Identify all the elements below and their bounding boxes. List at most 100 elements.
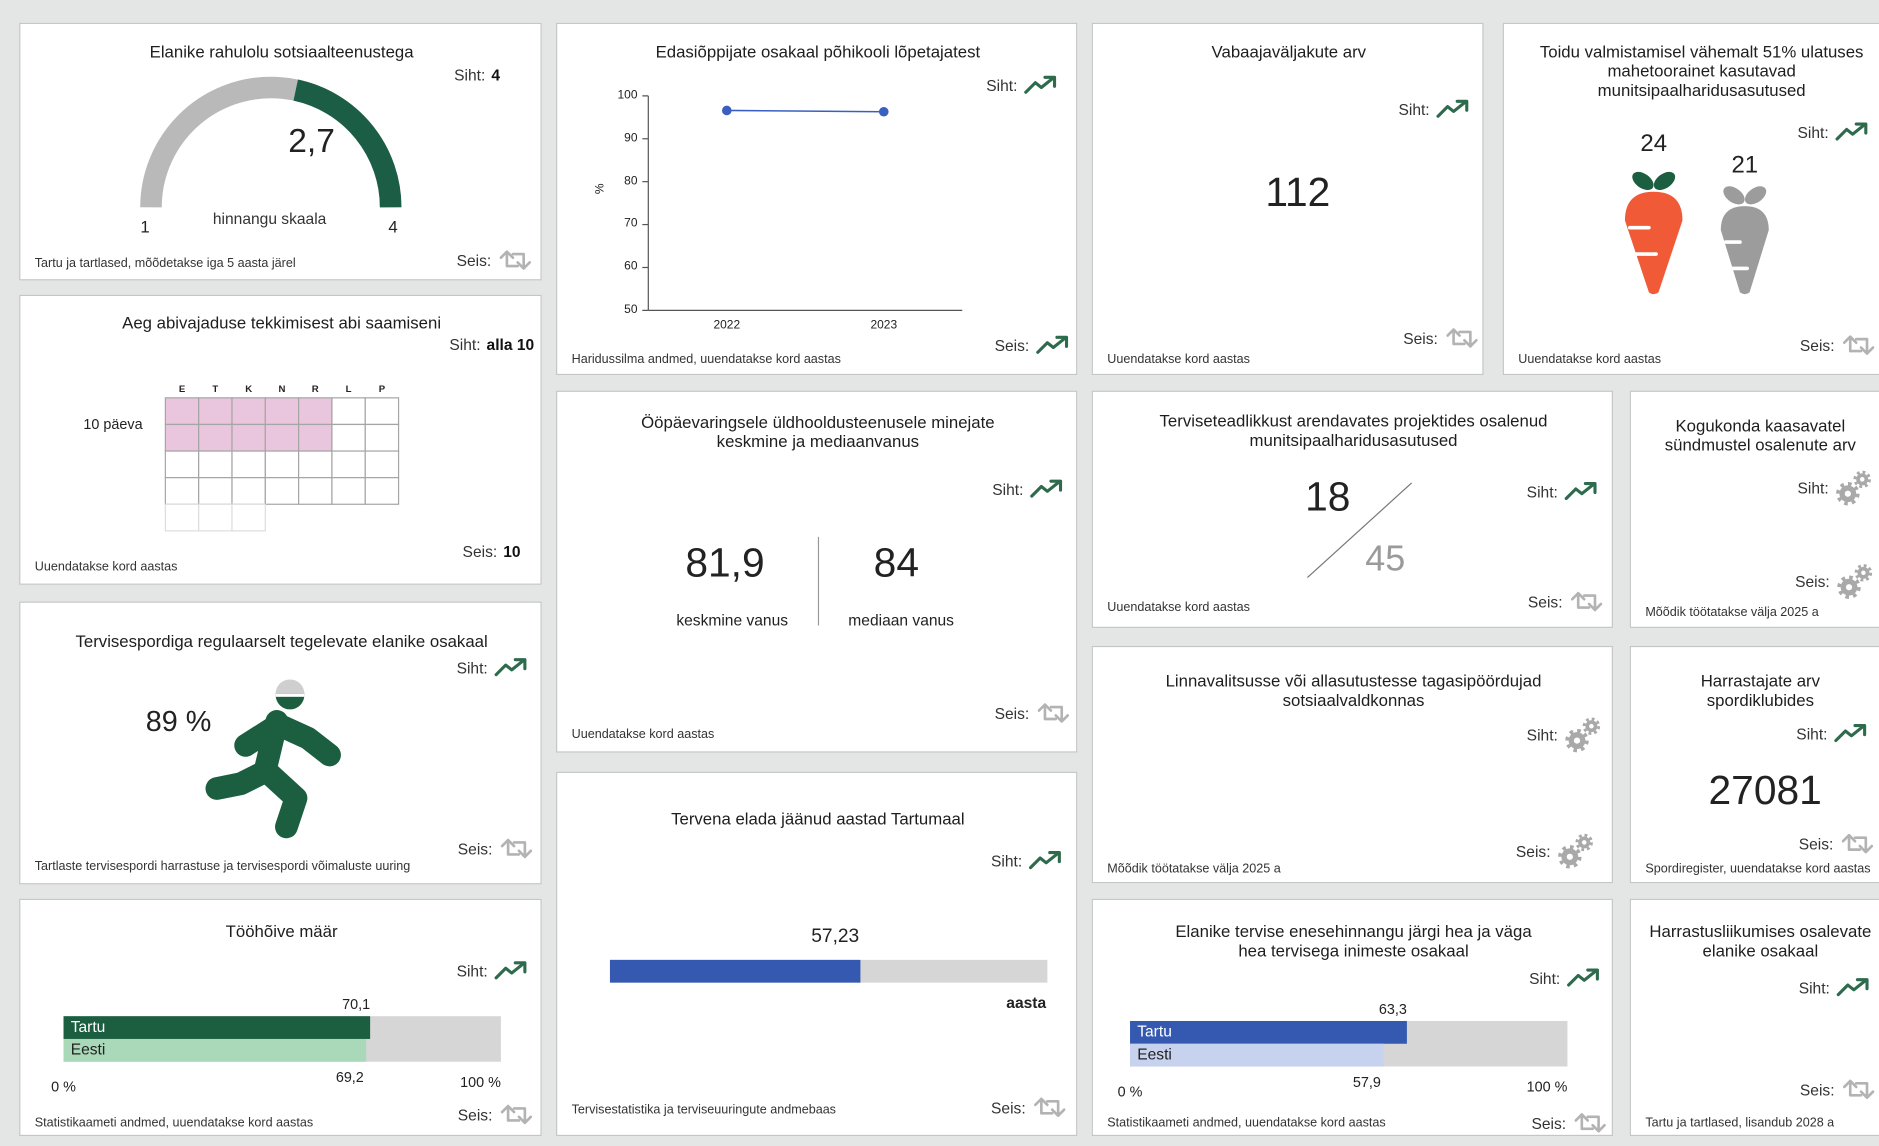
icon-part [1842, 335, 1863, 353]
label: Seis: [457, 839, 493, 858]
target: Siht: [992, 477, 1065, 501]
card-title: Kogukonda kaasavatel sündmustel osalenut… [1664, 415, 1856, 455]
label: Seis: [456, 251, 492, 270]
carrot-value: 21 [1731, 152, 1759, 179]
icon-up [1035, 334, 1071, 356]
icon-part [1570, 591, 1603, 612]
status: Seis: [458, 836, 535, 860]
card: Terviseteadlikkust arendavates projektid… [1091, 390, 1613, 628]
weekday: E [178, 383, 186, 395]
card-title: Terviseteadlikkust arendavates projektid… [1159, 411, 1548, 450]
label: Seis: [1799, 336, 1835, 355]
runner-limb [270, 714, 341, 767]
card-title: Linnavalitsusse või allasutustesse tagas… [1165, 671, 1542, 710]
card-footer: Spordiregister, uuendatakse kord aastas [1645, 861, 1871, 876]
icon-gear [1835, 469, 1873, 507]
weekday: N [278, 383, 286, 395]
y-tick-label: 90 [624, 131, 638, 145]
card: Tervisespordiga regulaarselt tegelevate … [19, 601, 542, 885]
icon-part [1565, 728, 1589, 753]
icon-up [1023, 74, 1059, 96]
calendar-day [164, 477, 200, 505]
icon-part [1586, 968, 1599, 981]
label: Siht: [456, 961, 488, 980]
point [878, 106, 889, 117]
label: Siht: [1798, 978, 1830, 997]
icon-part [1564, 481, 1597, 501]
calendar-day [264, 397, 300, 426]
card-footer: Mõõdik töötatakse välja 2025 a [1645, 605, 1819, 620]
calendar-day [231, 423, 266, 452]
label: Siht: [986, 76, 1018, 95]
axis-min: 0 % [1117, 1082, 1143, 1100]
icon-part [494, 658, 527, 677]
icon-part [1575, 833, 1593, 852]
status: Seis: [995, 333, 1072, 357]
label: Seis: [1527, 592, 1563, 611]
icon-part [1570, 591, 1591, 609]
card-graphics [1306, 482, 1413, 579]
target: Siht: [991, 848, 1064, 872]
icon-part [500, 838, 533, 859]
icon-part [1859, 477, 1865, 482]
icon-part [500, 1104, 533, 1125]
icon-rep [1572, 1111, 1608, 1135]
status: Seis: [1403, 326, 1480, 350]
card: Aeg abivajaduse tekkimisest abi saamisen… [19, 294, 542, 585]
target: Siht: [1798, 470, 1874, 506]
icon-part [1589, 723, 1594, 729]
card-footer: Statistikaameti andmed, uuendatakse kord… [34, 1115, 314, 1131]
icon-rep [1841, 333, 1877, 357]
card-footer: Tervisestatistika ja terviseuuringute an… [571, 1102, 836, 1117]
label: Siht: [1526, 482, 1558, 501]
status: Seis: [1528, 590, 1605, 614]
icon-up [494, 960, 530, 982]
icon-up [1028, 850, 1064, 872]
icon-part [1836, 978, 1869, 997]
bar [1130, 1020, 1407, 1044]
gauge-min: 1 [140, 217, 150, 237]
card: Toidu valmistamisel vähemalt 51% ulatuse… [1502, 22, 1879, 376]
icon-up [494, 657, 530, 679]
card-footer: Tartu ja tartlased, mõõdetakse iga 5 aas… [34, 256, 296, 271]
icon-part [513, 658, 527, 671]
point [721, 105, 732, 116]
icon-part [1574, 1113, 1594, 1131]
icon-up [1835, 121, 1871, 143]
icon-part [1837, 564, 1873, 599]
icon-part [1845, 584, 1853, 591]
card-footer: Statistikaameti andmed, uuendatakse kord… [1107, 1115, 1386, 1131]
card-graphics [1130, 1020, 1568, 1067]
icon-part [1036, 335, 1068, 354]
weekday: P [378, 383, 386, 395]
number-caption: mediaan vanus [848, 611, 954, 629]
icon-part [513, 961, 527, 974]
icon-part [1842, 1079, 1875, 1099]
status: Seis: [991, 1095, 1068, 1119]
bar [63, 1016, 371, 1039]
calendar-day [298, 450, 333, 479]
icon-up [1836, 977, 1872, 999]
calendar-day [298, 477, 333, 505]
target: Siht: [986, 73, 1059, 97]
value: 10 [503, 542, 521, 561]
card-graphics [205, 679, 341, 839]
icon-part [1854, 337, 1875, 355]
label: Siht: [1529, 968, 1561, 987]
icon-part [1029, 851, 1061, 870]
icon-part [1048, 851, 1061, 864]
icon-part [1043, 75, 1057, 88]
icon-part [1861, 570, 1866, 576]
calendar-day [164, 423, 200, 452]
icon-part [1557, 845, 1582, 869]
icon-part [512, 1107, 533, 1125]
status: Seis: [1800, 1077, 1877, 1101]
icon-part [512, 841, 533, 859]
gauge-value-label: 2,7 [288, 122, 335, 160]
card-footer: Mõõdik töötatakse välja 2025 a [1107, 861, 1281, 876]
bar [609, 959, 861, 983]
icon-part [1565, 717, 1601, 753]
calendar-day [331, 477, 366, 505]
fraction-slash [1306, 482, 1413, 579]
